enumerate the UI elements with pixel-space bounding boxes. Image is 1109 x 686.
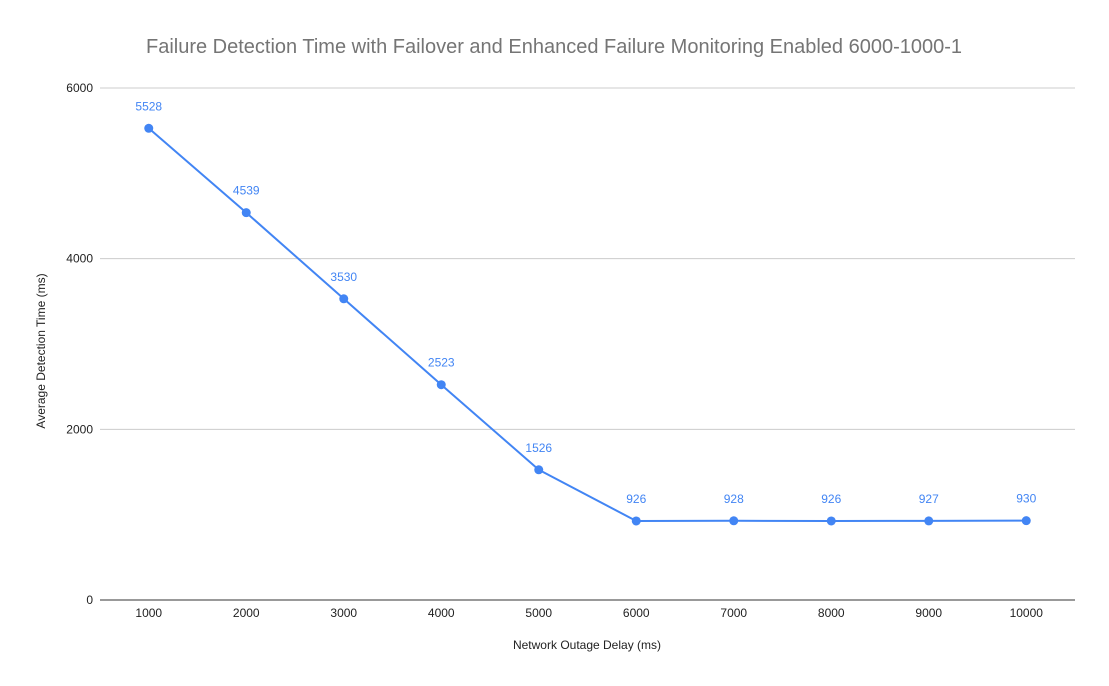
x-tick-label: 6000 xyxy=(623,606,650,620)
x-axis-ticks: 1000 2000 3000 4000 5000 6000 7000 8000 9000 1000… xyxy=(135,606,1043,620)
data-label: 926 xyxy=(626,492,646,506)
chart-title: Failure Detection Time with Failover and… xyxy=(146,36,962,58)
y-tick-label: 2000 xyxy=(66,422,93,436)
x-tick-label: 3000 xyxy=(330,606,357,620)
y-tick-label: 6000 xyxy=(66,81,93,95)
x-tick-label: 4000 xyxy=(428,606,455,620)
data-point xyxy=(241,208,251,218)
data-point xyxy=(1021,516,1031,526)
data-point xyxy=(436,380,446,390)
x-tick-label: 10000 xyxy=(1010,606,1044,620)
data-point xyxy=(924,516,934,526)
x-tick-label: 8000 xyxy=(818,606,845,620)
y-tick-label: 0 xyxy=(86,593,93,607)
data-labels: 5528 4539 3530 2523 1526 926 928 926 927 930 xyxy=(135,99,1036,506)
data-label: 2523 xyxy=(428,356,455,370)
data-label: 930 xyxy=(1016,492,1036,506)
x-tick-label: 2000 xyxy=(233,606,260,620)
data-point xyxy=(144,123,154,133)
data-point xyxy=(534,465,544,475)
data-label: 926 xyxy=(821,492,841,506)
data-point xyxy=(826,516,836,526)
data-point xyxy=(339,294,349,304)
x-axis-title: Network Outage Delay (ms) xyxy=(513,638,661,652)
x-tick-label: 7000 xyxy=(720,606,747,620)
data-point xyxy=(729,516,739,526)
y-axis-title: Average Detection Time (ms) xyxy=(34,273,48,428)
data-label: 3530 xyxy=(330,270,357,284)
gridlines xyxy=(100,87,1075,430)
data-label: 5528 xyxy=(135,99,162,113)
data-point xyxy=(631,516,641,526)
data-label: 1526 xyxy=(525,441,552,455)
data-label: 4539 xyxy=(233,184,260,198)
data-label: 928 xyxy=(724,492,744,506)
series-line xyxy=(148,127,1027,522)
data-label: 927 xyxy=(919,492,939,506)
series-layer xyxy=(144,123,1031,526)
y-axis-ticks: 0 2000 4000 6000 xyxy=(66,81,93,607)
x-tick-label: 9000 xyxy=(915,606,942,620)
x-tick-label: 1000 xyxy=(135,606,162,620)
x-tick-label: 5000 xyxy=(525,606,552,620)
y-tick-label: 4000 xyxy=(66,252,93,266)
